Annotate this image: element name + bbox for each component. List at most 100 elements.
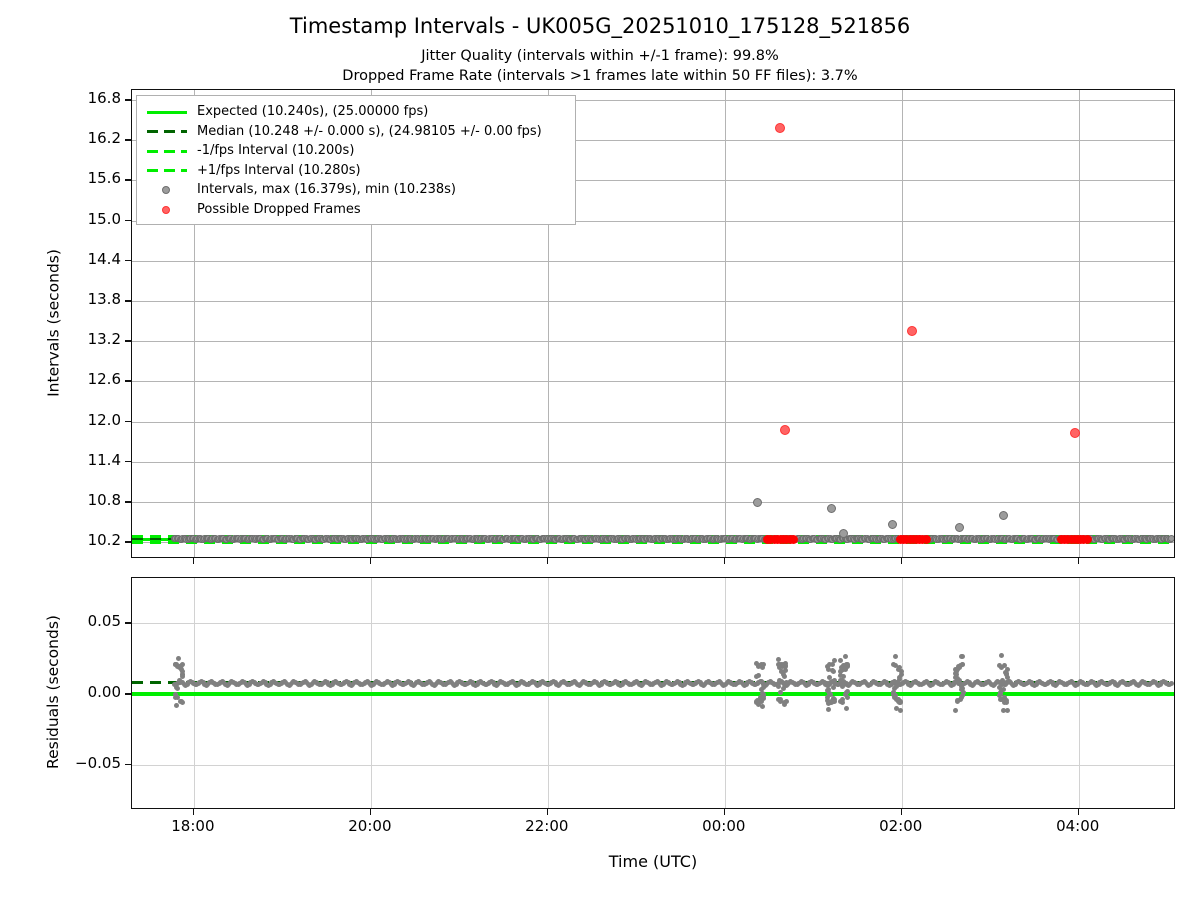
- y-axis-tick: [125, 622, 131, 624]
- y-axis-tick: [125, 340, 131, 342]
- y-axis-tick-label: 13.2: [87, 330, 121, 349]
- residual-point: [783, 680, 789, 686]
- y-axis-tick-label: 13.8: [87, 290, 121, 308]
- residual-point: [998, 653, 1004, 659]
- x-axis-tick: [546, 809, 549, 815]
- x-axis-tick: [1077, 809, 1080, 815]
- residual-point: [839, 696, 845, 702]
- legend-row: Median (10.248 +/- 0.000 s), (24.98105 +…: [145, 122, 567, 142]
- interval-point: [753, 498, 762, 508]
- residual-point: [759, 690, 765, 696]
- y-axis-tick: [125, 693, 131, 695]
- residual-point: [842, 653, 848, 659]
- y-axis-tick-label: 0.05: [87, 612, 121, 631]
- residual-point: [953, 708, 958, 714]
- y-axis-tick: [125, 259, 131, 262]
- residual-point: [180, 673, 186, 679]
- x-axis-tick: [369, 558, 372, 564]
- residual-point: [174, 686, 180, 692]
- reference-line-expected: [132, 692, 1174, 696]
- legend-label: +1/fps Interval (10.280s): [197, 162, 361, 178]
- y-axis-tick-label: 16.2: [87, 129, 121, 148]
- legend-label: Expected (10.240s), (25.00000 fps): [197, 104, 429, 120]
- residual-point: [891, 686, 897, 692]
- residual-point: [893, 654, 899, 660]
- residual-point: [755, 672, 761, 678]
- y-axis-tick-label: 10.8: [87, 491, 121, 509]
- y-axis-tick-label: 10.2: [87, 531, 121, 550]
- x-axis-label: Time (UTC): [608, 852, 698, 871]
- x-axis-tick-label: 00:00: [702, 817, 746, 835]
- x-axis-tick-label: 04:00: [1056, 817, 1100, 835]
- y-axis-tick-label: −0.05: [75, 753, 121, 772]
- chart-subtitle-jitter: Jitter Quality (intervals within +/-1 fr…: [421, 48, 779, 64]
- gridline-horizontal: [132, 341, 1174, 343]
- grey-dot-icon: [162, 186, 170, 195]
- interval-point: [1167, 535, 1174, 543]
- residual-point: [172, 691, 178, 697]
- gridline-horizontal: [132, 260, 1174, 262]
- residual-point: [824, 680, 830, 686]
- gridline-vertical: [547, 90, 549, 557]
- dashed-darkgreen-line-icon: [147, 130, 187, 134]
- residual-point: [782, 673, 788, 679]
- residual-point: [838, 672, 844, 678]
- residual-point: [760, 703, 766, 709]
- x-axis-tick: [192, 558, 195, 564]
- y-axis-tick-label: 15.6: [87, 169, 121, 188]
- y-axis-tick: [125, 460, 131, 463]
- y-axis-tick-label: 16.8: [87, 89, 121, 107]
- gridline-vertical: [370, 90, 372, 557]
- x-axis-tick: [1077, 558, 1080, 564]
- x-axis-tick-label: 02:00: [879, 817, 923, 835]
- residual-point: [830, 684, 836, 690]
- dropped-frame-point: [788, 534, 798, 544]
- residual-point: [844, 680, 850, 686]
- residual-point: [959, 653, 965, 659]
- dropped-frame-point: [1082, 534, 1092, 544]
- residual-point: [174, 703, 180, 709]
- x-axis-tick: [723, 558, 726, 564]
- residual-point: [894, 679, 900, 685]
- y-axis-tick: [125, 541, 131, 543]
- x-axis-tick: [900, 809, 903, 815]
- y-axis-tick: [125, 380, 131, 382]
- residual-point: [777, 697, 783, 703]
- dashed-green-line-icon: [147, 169, 187, 173]
- gridline-horizontal: [132, 421, 1174, 423]
- residual-point: [825, 706, 831, 712]
- residuals-plot-area: [131, 577, 1175, 809]
- residual-point: [894, 696, 900, 702]
- y-axis-tick: [125, 763, 131, 766]
- x-axis-tick-label: 22:00: [525, 817, 569, 835]
- legend: Expected (10.240s), (25.00000 fps) Median…: [136, 95, 576, 225]
- legend-key-red-dot: [145, 202, 189, 216]
- chart-subtitle-dropped: Dropped Frame Rate (intervals >1 frames …: [342, 68, 858, 84]
- residual-point: [958, 696, 964, 702]
- y-axis-tick: [125, 179, 131, 181]
- gridline-horizontal: [132, 502, 1174, 503]
- y-axis-tick-label: 14.4: [87, 249, 121, 268]
- y-axis-tick: [125, 139, 131, 141]
- dropped-frame-point: [1070, 428, 1081, 438]
- legend-label: -1/fps Interval (10.200s): [197, 143, 355, 159]
- gridline-horizontal: [132, 461, 1174, 463]
- dashed-green-line-icon: [147, 149, 187, 153]
- residual-point: [178, 679, 184, 685]
- residual-point: [997, 696, 1003, 702]
- y-axis-tick-label: 15.0: [87, 209, 121, 228]
- interval-point: [838, 529, 848, 538]
- x-axis-tick: [900, 558, 903, 564]
- y-axis-tick: [125, 501, 131, 503]
- residual-point: [776, 684, 782, 690]
- gridline-horizontal: [132, 180, 1174, 182]
- legend-key-dashed-green-line: [145, 144, 189, 158]
- legend-row: -1/fps Interval (10.200s): [145, 141, 567, 161]
- intervals-y-axis-label: Intervals (seconds): [44, 248, 62, 397]
- x-axis-tick-label: 18:00: [171, 817, 215, 835]
- residual-point: [759, 678, 765, 684]
- solid-green-line-icon: [147, 110, 187, 114]
- gridline-vertical: [901, 90, 903, 557]
- legend-row: Intervals, max (16.379s), min (10.238s): [145, 180, 567, 200]
